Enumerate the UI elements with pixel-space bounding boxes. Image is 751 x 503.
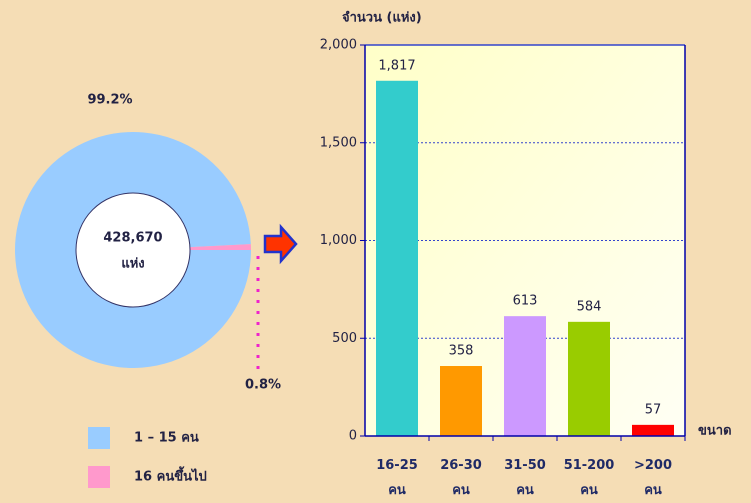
- y-tick-label: 500: [332, 331, 357, 346]
- bar-value-label: 1,817: [378, 58, 415, 73]
- pie-center: [75, 192, 191, 308]
- x-tick-label: >200 คน: [633, 458, 673, 498]
- legend-label: 16 คนขึ้นไป: [134, 466, 207, 485]
- x-tick-label: 26-30 คน: [440, 458, 482, 498]
- bar: [440, 366, 482, 436]
- bar-value-label: 584: [577, 299, 602, 314]
- y-tick-label: 1,500: [320, 135, 357, 150]
- arrow: [263, 223, 298, 265]
- y-tick-label: 1,000: [320, 233, 357, 248]
- y-tick-label: 0: [349, 429, 357, 444]
- bar: [632, 424, 674, 436]
- y-tick-label: 2,000: [320, 38, 357, 53]
- bar-value-label: 358: [449, 344, 474, 359]
- legend-swatch: [88, 427, 110, 449]
- y-axis-title: จำนวน (แห่ง): [342, 10, 422, 26]
- x-tick-label: 31-50 คน: [504, 458, 546, 498]
- x-tick-label: 16-25 คน: [376, 458, 418, 498]
- bar: [568, 321, 610, 436]
- center-label: แห่ง: [121, 257, 144, 272]
- bar-value-label: 613: [513, 294, 538, 309]
- x-tick-label: 51-200 คน: [563, 458, 615, 498]
- x-axis-title: ขนาด: [698, 424, 732, 439]
- bar-value-label: 57: [645, 402, 662, 417]
- pie-value-label: 0.8%: [245, 378, 281, 393]
- legend-swatch: [88, 466, 110, 488]
- legend-label: 1 – 15 คน: [134, 431, 199, 446]
- bar: [376, 80, 418, 437]
- bar: [504, 316, 546, 436]
- center-label: 428,670: [103, 231, 162, 246]
- pie-value-label: 99.2%: [87, 93, 132, 108]
